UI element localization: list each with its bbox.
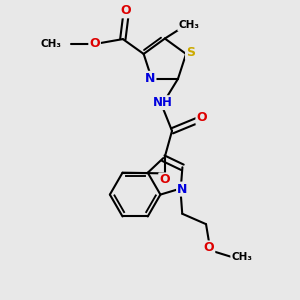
Text: O: O	[159, 173, 170, 186]
Text: O: O	[121, 4, 131, 17]
Text: NH: NH	[153, 96, 173, 109]
Text: CH₃: CH₃	[231, 252, 252, 262]
Text: N: N	[177, 183, 188, 196]
Text: O: O	[204, 242, 214, 254]
Text: N: N	[145, 72, 155, 85]
Text: O: O	[89, 37, 100, 50]
Text: O: O	[196, 111, 207, 124]
Text: CH₃: CH₃	[178, 20, 199, 30]
Text: S: S	[186, 46, 195, 59]
Text: CH₃: CH₃	[41, 38, 62, 49]
